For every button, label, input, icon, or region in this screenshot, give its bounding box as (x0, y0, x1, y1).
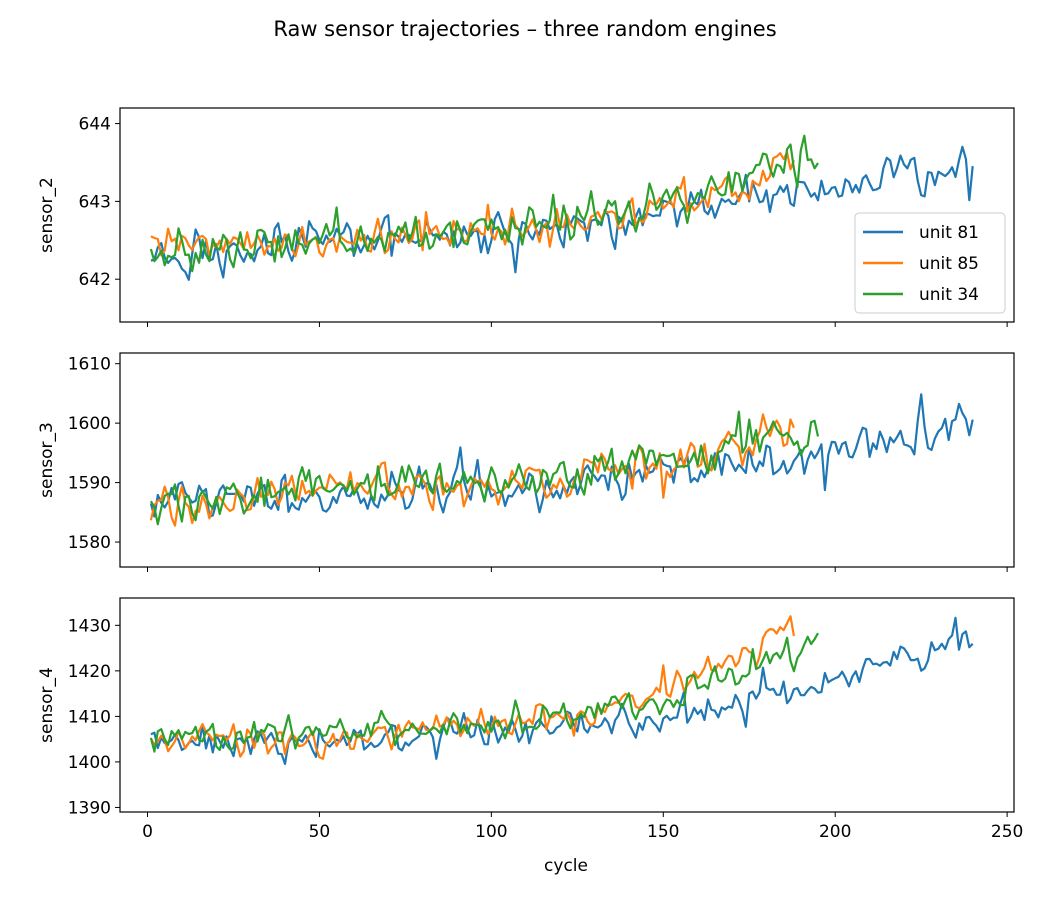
y-tick-label: 1410 (68, 707, 111, 727)
y-tick-label: 642 (79, 270, 111, 290)
legend-entry-label: unit 81 (919, 223, 979, 243)
y-tick-label: 643 (79, 192, 111, 212)
panel-2: 1580 1590 1600 1610 sensor_3 (37, 352, 1015, 572)
legend: unit 81 unit 85 unit 34 (854, 212, 1006, 314)
legend-entry-label: unit 85 (919, 254, 979, 274)
figure-title: Raw sensor trajectories – three random e… (273, 17, 776, 41)
y-tick-label: 1610 (68, 355, 111, 375)
y-axis-label: sensor_4 (37, 667, 57, 743)
x-tick-label: 200 (819, 822, 851, 842)
x-tick-label: 100 (475, 822, 507, 842)
legend-box (854, 212, 1006, 314)
y-tick-label: 1430 (68, 616, 111, 636)
y-axis-label: sensor_3 (37, 422, 57, 498)
series-line-unit-85 (149, 413, 795, 527)
axes-frame (119, 107, 1015, 323)
y-tick-label: 1390 (68, 798, 111, 818)
axes-frame (119, 352, 1015, 568)
x-tick-label: 0 (142, 822, 153, 842)
x-tick-label: 50 (309, 822, 331, 842)
axes-frame (119, 597, 1015, 813)
series-line-unit-81 (149, 393, 974, 518)
y-tick-label: 1580 (68, 533, 111, 553)
panel-1: 642 643 644 sensor_2 unit 81 unit 85 unit 34 (37, 107, 1015, 327)
series-line-unit-34 (149, 134, 819, 273)
series-line-unit-34 (149, 410, 820, 526)
y-tick-label: 1600 (68, 414, 111, 434)
y-axis-label: sensor_2 (37, 177, 57, 253)
y-tick-label: 644 (79, 115, 111, 135)
x-tick-label: 150 (647, 822, 679, 842)
y-tick-label: 1420 (68, 662, 111, 682)
series-line-unit-81 (150, 145, 974, 281)
y-tick-label: 1590 (68, 474, 111, 494)
legend-entry-label: unit 34 (919, 285, 979, 305)
y-tick-label: 1400 (68, 753, 111, 773)
x-tick-label: 250 (991, 822, 1023, 842)
series-line-unit-34 (149, 632, 819, 753)
x-axis-label: cycle (544, 856, 588, 876)
panels: 642 643 644 sensor_2 unit 81 unit 85 unit 34 15… (37, 107, 1023, 842)
panel-3: 1390 1400 1410 1420 1430 0 50 100 150 200 250 senso… (37, 597, 1023, 842)
